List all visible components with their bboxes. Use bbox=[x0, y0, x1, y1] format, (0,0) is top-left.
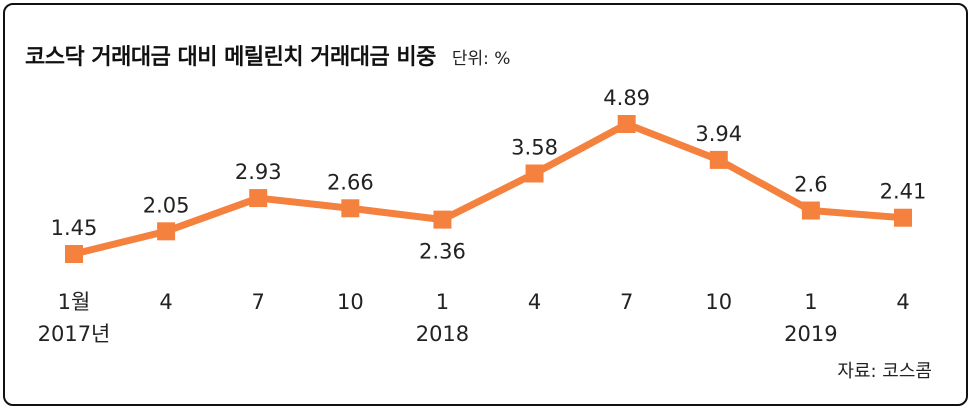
data-point-6 bbox=[525, 164, 544, 183]
data-label-5: 2.36 bbox=[419, 240, 466, 264]
source-label: 자료: 코스콤 bbox=[837, 361, 932, 382]
data-label-6: 3.58 bbox=[511, 136, 558, 160]
series-line bbox=[70, 120, 907, 258]
x-year-label-1: 2017년 bbox=[38, 322, 111, 346]
chart-title: 코스닥 거래대금 대비 메릴린치 거래대금 비중 bbox=[25, 45, 436, 70]
data-point-7 bbox=[617, 115, 636, 133]
x-tick-label-4: 10 bbox=[337, 290, 364, 314]
data-point-10 bbox=[894, 208, 912, 227]
data-point-1 bbox=[65, 245, 83, 263]
x-tick-label-6: 4 bbox=[528, 290, 541, 314]
data-point-2 bbox=[157, 222, 176, 241]
x-tick-label-2: 4 bbox=[159, 290, 172, 314]
x-tick-label-9: 1 bbox=[804, 290, 817, 314]
data-point-8 bbox=[709, 150, 728, 169]
data-label-2: 2.05 bbox=[143, 193, 190, 217]
x-tick-label-3: 7 bbox=[252, 290, 265, 314]
x-tick-label-1: 1월 bbox=[58, 290, 91, 314]
data-point-9 bbox=[801, 201, 820, 220]
data-label-3: 2.93 bbox=[235, 160, 282, 184]
data-label-8: 3.94 bbox=[695, 122, 742, 146]
data-label-10: 2.41 bbox=[880, 180, 927, 204]
data-point-3 bbox=[249, 189, 268, 208]
data-label-7: 4.89 bbox=[603, 86, 650, 110]
x-tick-label-8: 10 bbox=[705, 290, 732, 314]
title-row: 코스닥 거래대금 대비 메릴린치 거래대금 비중 단위: % bbox=[25, 39, 510, 71]
x-year-label-9: 2019 bbox=[784, 322, 837, 346]
data-label-1: 1.45 bbox=[51, 216, 98, 240]
data-point-5 bbox=[433, 210, 452, 229]
x-tick-label-5: 1 bbox=[436, 290, 449, 314]
x-tick-label-7: 7 bbox=[620, 290, 633, 314]
x-year-label-5: 2018 bbox=[416, 322, 469, 346]
x-tick-label-10: 4 bbox=[896, 290, 909, 314]
data-point-4 bbox=[341, 199, 360, 218]
data-label-4: 2.66 bbox=[327, 170, 374, 194]
data-label-9: 2.6 bbox=[794, 173, 827, 197]
unit-label: 단위: % bbox=[451, 49, 511, 69]
